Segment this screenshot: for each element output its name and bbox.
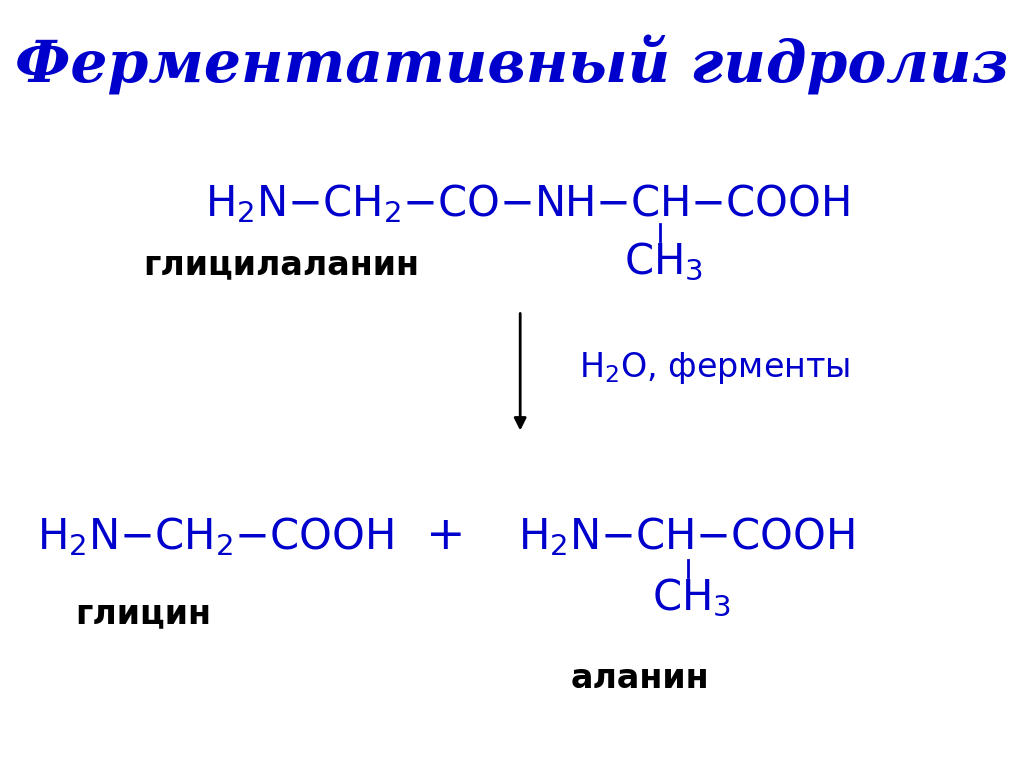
Text: $\mathsf{CH_3}$: $\mathsf{CH_3}$ (651, 577, 731, 620)
Text: глицин: глицин (76, 597, 211, 630)
Text: $\mathsf{H_2N{-}CH_2{-}CO{-}NH{-}CH{-}COOH}$: $\mathsf{H_2N{-}CH_2{-}CO{-}NH{-}CH{-}CO… (205, 182, 850, 225)
Text: +: + (426, 515, 465, 559)
Text: Ферментативный гидролиз: Ферментативный гидролиз (15, 35, 1009, 95)
Text: $\mathsf{H_2N{-}CH_2{-}COOH}$: $\mathsf{H_2N{-}CH_2{-}COOH}$ (37, 515, 393, 558)
Text: $\mathsf{H_2N{-}CH{-}COOH}$: $\mathsf{H_2N{-}CH{-}COOH}$ (518, 515, 854, 558)
Text: глицилаланин: глицилаланин (143, 248, 420, 281)
Text: аланин: аланин (570, 662, 710, 696)
Text: $\mathsf{H_2O}$, ферменты: $\mathsf{H_2O}$, ферменты (579, 351, 850, 386)
Text: $\mathsf{CH_3}$: $\mathsf{CH_3}$ (624, 241, 703, 284)
